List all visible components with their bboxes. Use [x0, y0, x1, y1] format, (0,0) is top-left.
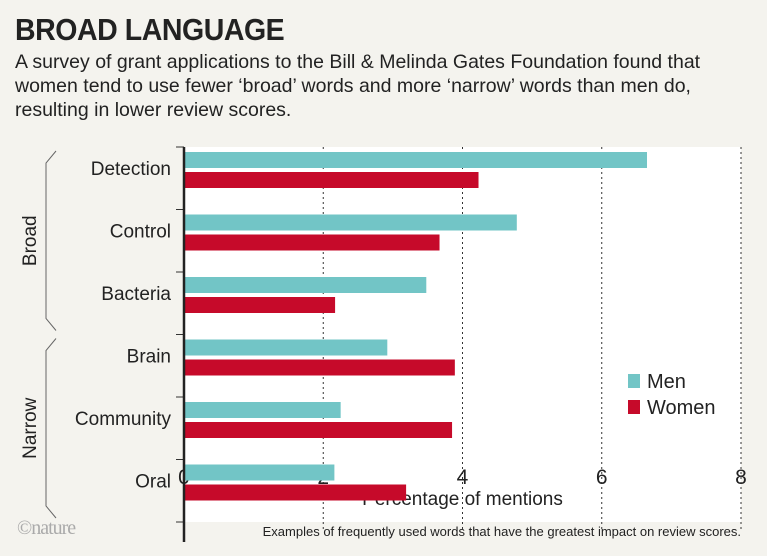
legend-swatch-men	[628, 374, 640, 388]
category-label: Bacteria	[101, 284, 171, 305]
plot-area	[184, 147, 741, 522]
category-label: Community	[75, 409, 172, 430]
bar-women	[184, 422, 453, 438]
x-tick-label: 4	[457, 466, 469, 489]
bar-women	[184, 234, 440, 251]
bar-men	[184, 152, 648, 168]
bar-men	[184, 277, 427, 293]
bar-women	[184, 297, 336, 313]
bar-women	[184, 484, 407, 501]
category-label: Brain	[127, 347, 171, 368]
x-axis-label: Percentage of mentions	[362, 489, 563, 510]
legend-label: Men	[647, 371, 686, 393]
legend-label: Women	[647, 397, 716, 419]
category-label: Control	[110, 222, 171, 243]
x-tick-label: 6	[596, 466, 608, 489]
group-label: Broad	[20, 215, 41, 266]
bar-men	[184, 402, 341, 418]
category-label: Detection	[91, 159, 171, 180]
footer-note: Examples of frequently used words that h…	[262, 524, 741, 539]
chart-title: BROAD LANGUAGE	[15, 12, 285, 47]
nature-logo: ©nature	[17, 517, 76, 539]
legend-swatch-women	[628, 400, 640, 414]
group-bracket	[45, 150, 57, 331]
bar-women	[184, 359, 455, 376]
group-bracket	[45, 338, 57, 519]
bar-men	[184, 464, 335, 481]
bar-men	[184, 214, 517, 231]
bar-men	[184, 339, 388, 356]
chart-subtitle: A survey of grant applications to the Bi…	[15, 51, 701, 121]
x-tick-label: 8	[735, 466, 747, 489]
group-label: Narrow	[20, 397, 41, 459]
category-label: Oral	[135, 472, 171, 493]
bar-women	[184, 172, 479, 188]
